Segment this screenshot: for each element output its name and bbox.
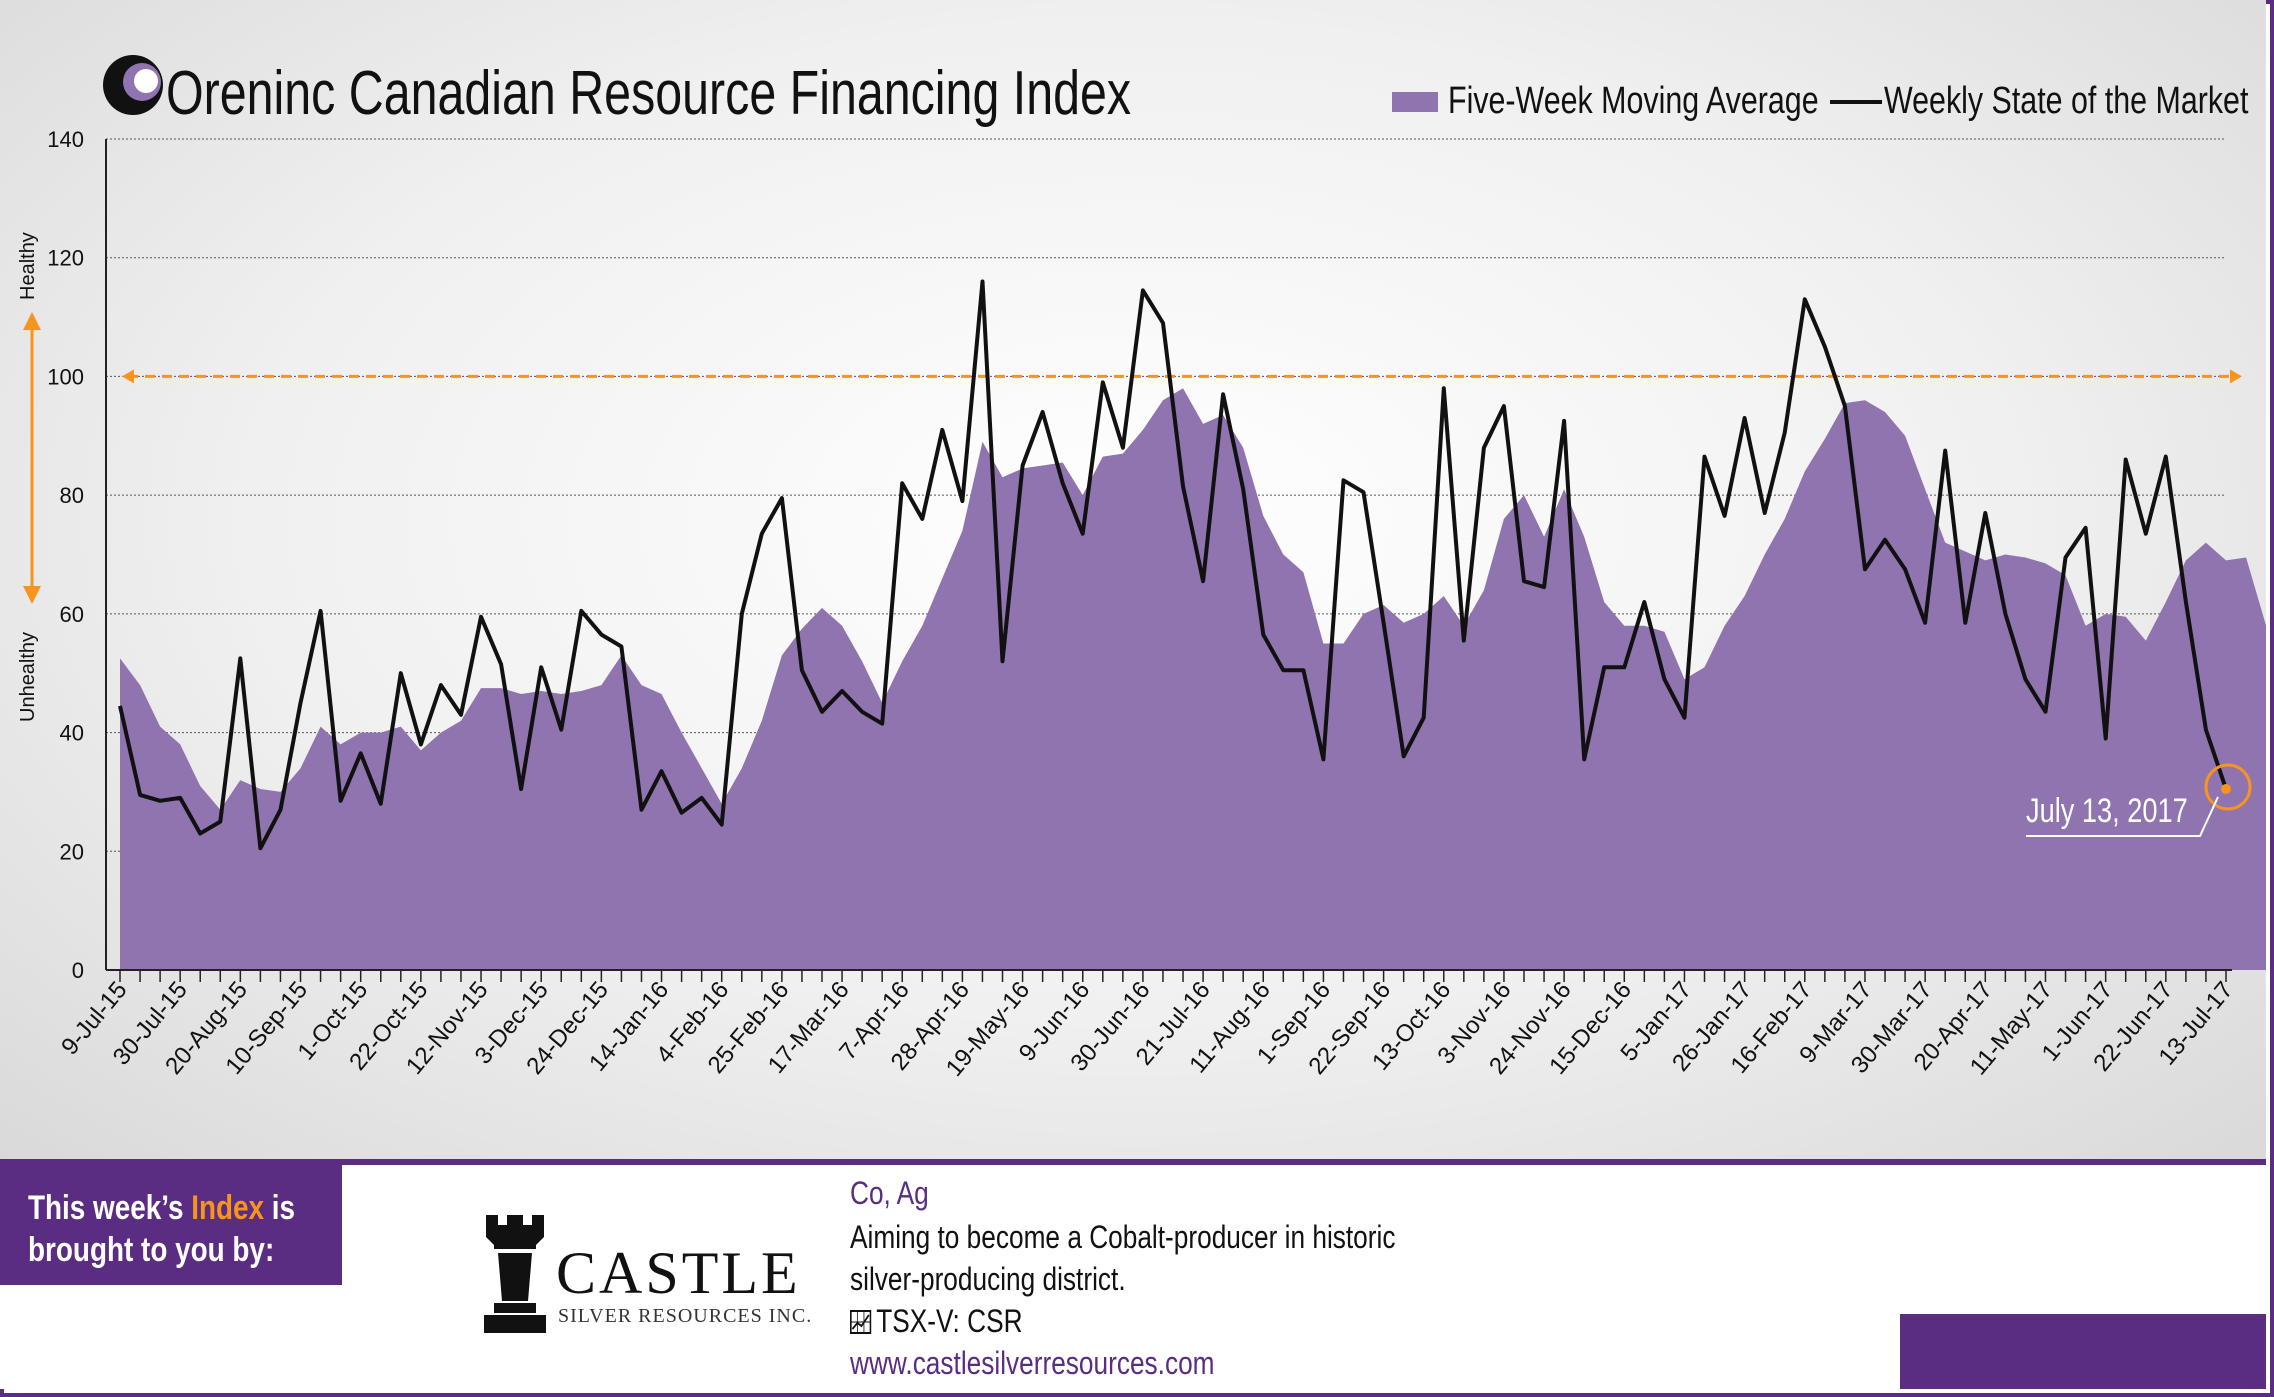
last-point-ring bbox=[2204, 763, 2252, 811]
chart-area: 0 20 40 60 80 100 120 140 9-Jul-15 30-Jul-15 20-A… bbox=[0, 0, 2266, 1159]
y-tick-labels: 0 20 40 60 80 100 120 140 bbox=[47, 127, 84, 983]
chess-rook-logo-icon bbox=[484, 1215, 546, 1333]
y-tick-label: 20 bbox=[60, 839, 84, 864]
y-tick-label: 80 bbox=[60, 483, 84, 508]
financing-index-chart: 0 20 40 60 80 100 120 140 9-Jul-1530-Jul-1520-A… bbox=[17, 127, 2266, 1082]
legend-line-swatch bbox=[1830, 100, 1882, 104]
description-line-2: silver-producing district. bbox=[850, 1261, 1126, 1297]
health-arrow-up bbox=[23, 312, 41, 330]
sponsor-line1-pre: This week’s bbox=[28, 1189, 192, 1227]
sponsor-label-box: This week’s Index is brought to you by: bbox=[0, 1165, 342, 1285]
weekly-line-layer bbox=[118, 279, 2228, 851]
sponsor-line1-highlight: Index bbox=[191, 1189, 265, 1227]
threshold-arrow-right bbox=[2230, 369, 2242, 384]
company-name: CASTLE bbox=[556, 1240, 801, 1306]
health-arrow-down bbox=[23, 586, 41, 604]
corner-accent bbox=[1900, 1314, 2266, 1389]
commodities: Co, Ag bbox=[850, 1175, 929, 1211]
axes bbox=[105, 139, 2232, 982]
sponsor-label: This week’s Index is brought to you by: bbox=[28, 1187, 295, 1271]
y-tick-label: 120 bbox=[47, 246, 84, 271]
side-label-healthy: Healthy bbox=[17, 232, 39, 300]
legend-line-label: Weekly State of the Market bbox=[1884, 80, 2249, 122]
health-indicator: Healthy Unhealthy bbox=[17, 232, 41, 722]
y-tick-label: 40 bbox=[60, 721, 84, 746]
ticker-text: TSX-V: CSR bbox=[876, 1303, 1023, 1339]
sponsor-line2: brought to you by: bbox=[28, 1231, 275, 1269]
side-label-unhealthy: Unhealthy bbox=[17, 632, 39, 722]
last-point-dot bbox=[2221, 783, 2231, 794]
weekly-state-line bbox=[118, 279, 2228, 851]
annotation-marker bbox=[2026, 763, 2252, 837]
chart-title: Oreninc Canadian Resource Financing Inde… bbox=[166, 58, 1131, 129]
oreninc-logo-icon bbox=[103, 55, 163, 115]
sponsor-panel: This week’s Index is brought to you by: … bbox=[0, 1159, 2266, 1389]
annotation-leader-line bbox=[2026, 796, 2219, 837]
company-subtitle: SILVER RESOURCES INC. bbox=[558, 1305, 813, 1327]
threshold-layer bbox=[122, 369, 2242, 384]
brand-name: Oreninc bbox=[166, 59, 336, 128]
date-annotation: July 13, 2017 bbox=[2026, 792, 2188, 830]
moving-average-area-layer bbox=[120, 388, 2266, 970]
legend-area-swatch bbox=[1392, 92, 1438, 112]
y-tick-label: 100 bbox=[47, 364, 84, 389]
sponsor-line1-post: is bbox=[264, 1189, 296, 1227]
ticker-row: TSX-V: CSR bbox=[850, 1303, 1023, 1340]
description-line-1: Aiming to become a Cobalt-producer in hi… bbox=[850, 1219, 1396, 1255]
title-main: Canadian Resource Financing Index bbox=[348, 59, 1132, 128]
stock-chart-icon bbox=[850, 1310, 872, 1334]
legend-area-label: Five-Week Moving Average bbox=[1448, 80, 1819, 122]
y-tick-label: 0 bbox=[72, 958, 84, 983]
moving-average-area bbox=[120, 388, 2266, 970]
x-tick-labels: 9-Jul-1530-Jul-1520-Aug-1510-Sep-151-Oct… bbox=[56, 977, 2238, 1082]
threshold-arrow-left bbox=[122, 369, 134, 384]
y-tick-label: 60 bbox=[60, 602, 84, 627]
y-tick-label: 140 bbox=[47, 127, 84, 152]
website-link[interactable]: www.castlesilverresources.com bbox=[850, 1345, 1215, 1381]
